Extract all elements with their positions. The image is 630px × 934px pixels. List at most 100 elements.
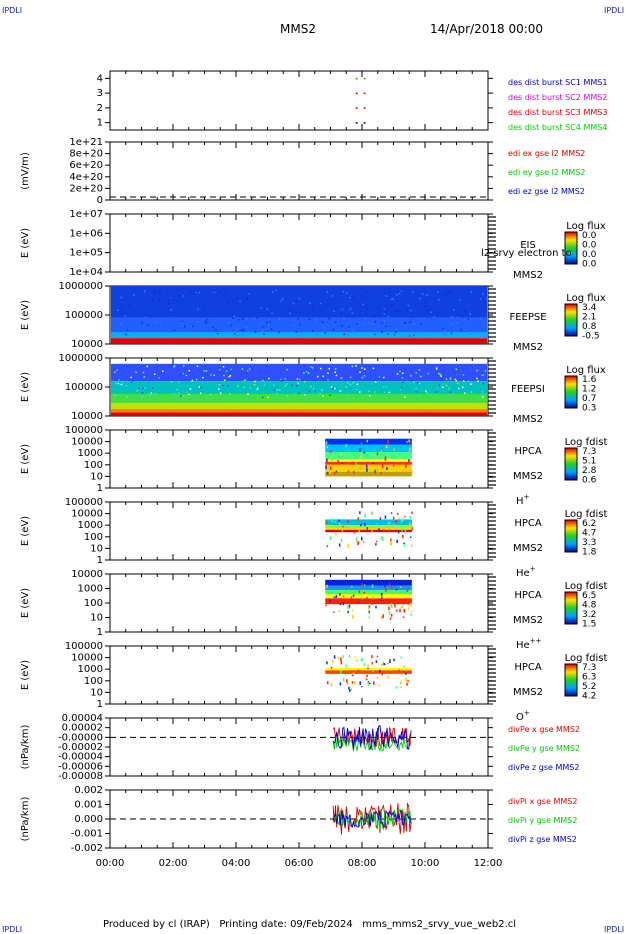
spectrogram-pixel — [181, 321, 184, 323]
spectrogram-pixel — [326, 661, 328, 665]
spectrogram-pixel — [409, 441, 412, 444]
spectrogram-pixel — [340, 313, 343, 315]
spectrogram-pixel — [400, 605, 403, 609]
panel-hpca-he- — [105, 573, 578, 633]
spectrogram-pixel — [481, 396, 484, 398]
spectrogram-pixel — [167, 311, 169, 314]
spectrogram-pixel — [383, 308, 385, 310]
colorbar-tick: 1.8 — [582, 548, 597, 558]
spectrogram-pixel — [449, 377, 452, 379]
spectrogram-pixel — [378, 528, 380, 531]
spectrogram-pixel — [282, 298, 284, 300]
spectrogram-band — [111, 409, 487, 413]
spectrogram-pixel — [395, 328, 397, 331]
burst-mark — [363, 92, 366, 95]
spectrogram-band — [325, 670, 412, 674]
spectrogram-pixel — [376, 452, 379, 456]
spectrogram-pixel — [361, 376, 364, 379]
y-axis-label: E (eV) — [20, 372, 31, 402]
y-tick-label: 10 — [90, 687, 103, 698]
spectrogram-pixel — [188, 369, 190, 372]
panel-divpe — [105, 717, 493, 777]
spectrogram-pixel — [400, 290, 403, 293]
spectrogram-pixel — [329, 536, 332, 541]
spectrogram-pixel — [390, 298, 393, 300]
spectrogram-pixel — [244, 379, 246, 381]
spectrogram-pixel — [233, 315, 235, 318]
colorbar — [564, 591, 578, 625]
spectrogram-band — [325, 525, 412, 529]
y-tick-label: -0.00006 — [58, 761, 103, 772]
spectrogram-pixel — [289, 312, 291, 315]
spectrogram-pixel — [396, 294, 398, 296]
spectrogram-pixel — [182, 295, 184, 297]
spectrogram-pixel — [363, 451, 366, 454]
spectrogram-pixel — [339, 593, 341, 596]
instrument-label: HPCA — [514, 590, 542, 601]
legend-entry: des dist burst SC4 MMS4 — [508, 123, 607, 132]
spectrogram-pixel — [162, 370, 164, 372]
spectrogram-pixel — [467, 318, 470, 321]
spectrogram-pixel — [337, 374, 340, 377]
series-line-y — [332, 736, 412, 753]
spectrogram-pixel — [185, 374, 188, 377]
burst-mark — [355, 77, 358, 80]
spectrogram-pixel — [337, 459, 339, 464]
spectrogram-pixel — [245, 326, 248, 329]
spectrogram-pixel — [391, 604, 393, 609]
series-line-z — [332, 809, 412, 828]
spectrogram-pixel — [348, 686, 350, 690]
colorbar-tick: -0.5 — [582, 332, 600, 342]
colorbar-tick: 0.0 — [582, 241, 597, 251]
spectrogram-pixel — [334, 321, 337, 324]
spectrogram-pixel — [167, 303, 170, 305]
spectrogram-pixel — [393, 455, 395, 458]
spectrogram-pixel — [325, 465, 327, 470]
spectrogram-pixel — [410, 375, 412, 377]
spectrogram-pixel — [368, 390, 370, 392]
spectrogram-pixel — [325, 521, 328, 524]
spectrogram-pixel — [125, 333, 127, 336]
spectrogram-pixel — [449, 378, 452, 381]
spectrogram-pixel — [397, 309, 400, 312]
spectrogram-pixel — [406, 308, 409, 310]
spectrogram-pixel — [226, 302, 229, 305]
y-tick-label: 2 — [97, 103, 103, 114]
spectrogram-pixel — [158, 298, 160, 301]
spectrogram-pixel — [223, 379, 226, 381]
spectrogram-pixel — [268, 377, 270, 380]
spectrogram-pixel — [400, 681, 402, 685]
spectrogram-pixel — [380, 616, 383, 620]
spectrogram-pixel — [402, 381, 404, 384]
spectrogram-pixel — [363, 591, 366, 594]
spectrogram-pixel — [269, 321, 271, 323]
spectrogram-pixel — [391, 304, 393, 306]
species-charge: + — [530, 565, 536, 573]
spectrogram-pixel — [257, 386, 259, 389]
spectrogram-pixel — [416, 381, 419, 384]
spectrogram-pixel — [364, 522, 366, 527]
spectrogram-pixel — [390, 613, 393, 617]
species-charge: + — [524, 493, 530, 501]
spectrogram-pixel — [368, 608, 370, 610]
spectrogram-pixel — [267, 396, 269, 399]
spectrogram-pixel — [358, 590, 361, 593]
instrument-label: MMS2 — [513, 687, 543, 698]
spectrogram-pixel — [402, 534, 404, 539]
spectrogram-pixel — [305, 305, 308, 308]
spectrogram-pixel — [241, 318, 244, 320]
spectrogram-pixel — [455, 368, 458, 371]
spectrogram-pixel — [115, 382, 117, 385]
y-tick-label: 8e+20 — [69, 149, 103, 160]
spectrogram-pixel — [217, 388, 220, 390]
y-tick-label: 1 — [97, 118, 103, 129]
spectrogram-pixel — [442, 294, 444, 297]
spectrogram-pixel — [331, 370, 334, 372]
spectrogram-pixel — [342, 602, 345, 606]
spectrogram-pixel — [289, 308, 292, 310]
spectrogram-pixel — [464, 329, 467, 331]
spectrogram-pixel — [135, 371, 137, 374]
spectrogram-pixel — [393, 333, 396, 336]
spectrogram-pixel — [462, 380, 465, 382]
y-tick-label: 10 — [90, 543, 103, 554]
